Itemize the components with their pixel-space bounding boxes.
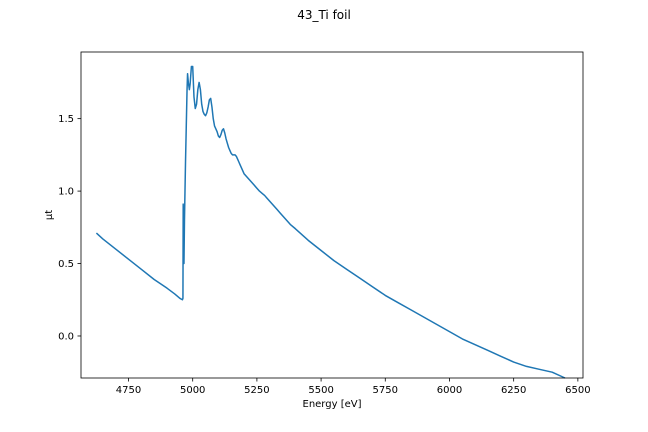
x-tick-label: 5750 <box>373 385 398 396</box>
x-tick-label: 6250 <box>501 385 526 396</box>
x-tick-label: 5250 <box>244 385 269 396</box>
x-axis-ticks: 4750 5000 5250 5500 5750 6000 6250 6500 <box>116 378 591 396</box>
chart-title: 43_Ti foil <box>297 8 351 22</box>
y-tick-label: 1.5 <box>58 114 74 125</box>
plot-frame <box>80 51 584 379</box>
y-tick-label: 0.5 <box>58 259 74 270</box>
axes-layer <box>80 51 584 379</box>
series-line-0 <box>95 65 566 379</box>
y-tick-label: 0.0 <box>58 331 74 342</box>
y-axis-ticks: 0.0 0.5 1.0 1.5 <box>58 114 81 342</box>
y-axis-label: μt <box>44 210 55 220</box>
series-layer <box>95 65 566 379</box>
x-tick-label: 4750 <box>116 385 141 396</box>
x-tick-label: 6000 <box>437 385 462 396</box>
x-tick-label: 5500 <box>308 385 333 396</box>
y-tick-label: 1.0 <box>58 187 74 198</box>
x-tick-label: 5000 <box>180 385 205 396</box>
x-axis-label: Energy [eV] <box>303 399 362 410</box>
x-tick-label: 6500 <box>565 385 590 396</box>
